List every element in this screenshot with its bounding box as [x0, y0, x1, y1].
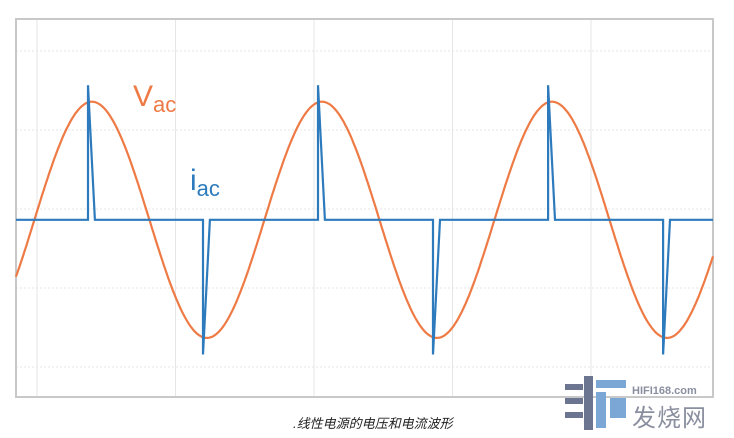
- iac-label-main: i: [190, 164, 197, 197]
- figure-caption: .线性电源的电压和电流波形: [293, 416, 453, 431]
- legend-iac: iac: [190, 164, 220, 202]
- plot-frame: [15, 18, 714, 398]
- iac-label-sub: ac: [196, 176, 220, 201]
- watermark-logo-icon: [565, 376, 626, 430]
- vac-label-sub: ac: [153, 92, 177, 117]
- vac-label-main: V: [133, 80, 154, 113]
- series-vac-line: [14, 100, 715, 339]
- watermark-url: HIFI168.com: [632, 385, 697, 397]
- grid: [16, 19, 713, 397]
- watermark-name: 发烧网: [632, 405, 707, 432]
- legend-vac: Vac: [133, 80, 176, 118]
- series-iac-line: [16, 85, 713, 355]
